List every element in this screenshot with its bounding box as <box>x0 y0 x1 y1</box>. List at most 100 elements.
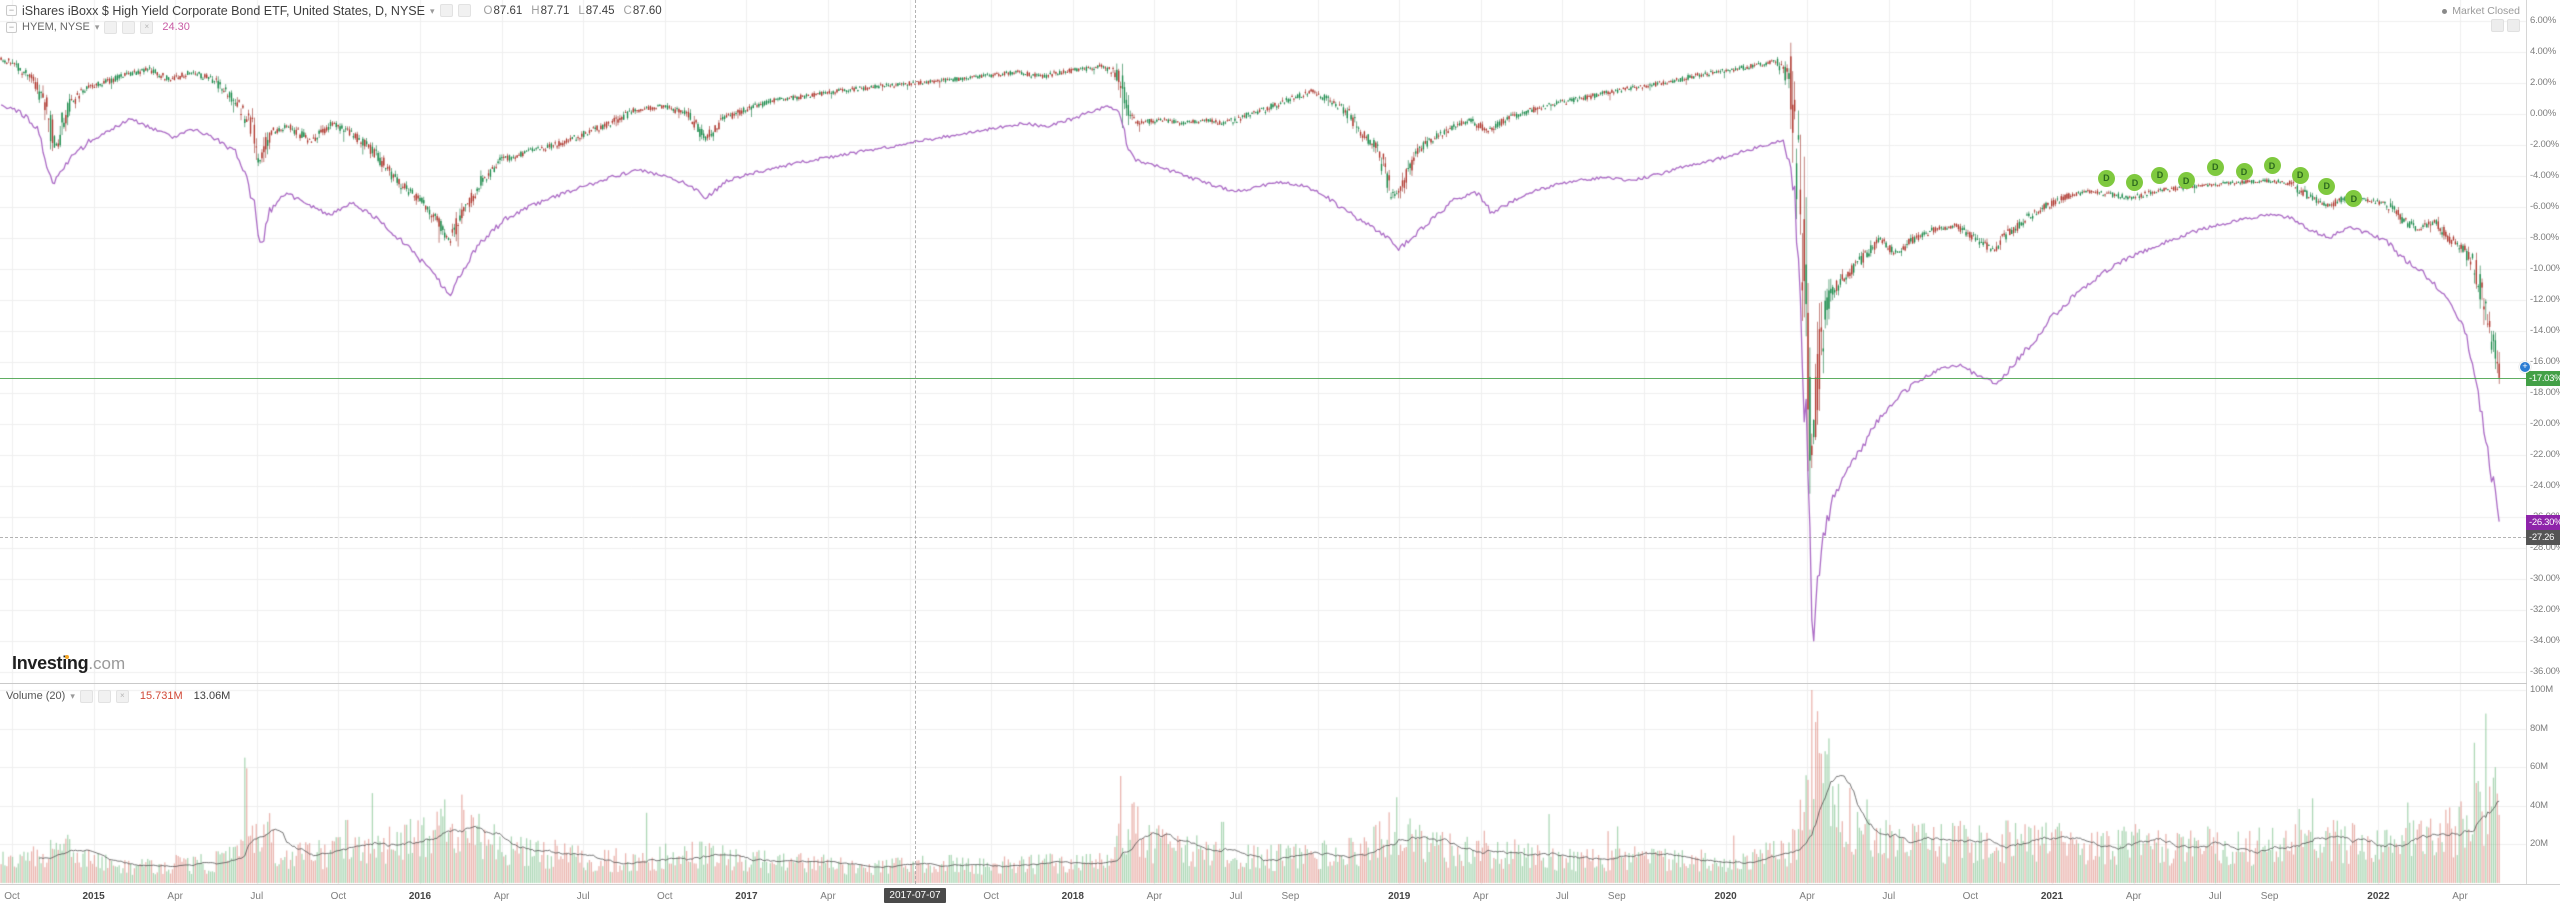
date-tick-month-label: Apr <box>1146 891 1163 902</box>
legend-hide-icon[interactable] <box>457 4 471 17</box>
dividend-marker[interactable]: D <box>2318 177 2336 195</box>
date-tick-year-label: 2022 <box>2367 891 2390 902</box>
market-status: Market Closed <box>2442 5 2520 17</box>
low-value: 87.45 <box>585 4 615 17</box>
price-tick-label: 6.00% <box>2530 15 2556 26</box>
price-axis-border <box>2526 0 2527 909</box>
open-value: 87.61 <box>493 4 523 17</box>
date-tick-month-label: Jul <box>2208 891 2222 902</box>
date-tick-year-label: 2016 <box>408 891 432 902</box>
volume-close-icon[interactable]: × <box>115 689 129 703</box>
date-tick-year-label: 2018 <box>1061 891 1084 902</box>
pane-separator[interactable] <box>0 683 2560 684</box>
dividend-marker[interactable]: D <box>2291 166 2309 184</box>
volume-tick-label: 100M <box>2530 684 2553 695</box>
volume-caret-icon[interactable]: ▾ <box>70 691 75 701</box>
collapse-legend-icon[interactable]: − <box>6 5 17 16</box>
legend-settings-icon[interactable] <box>439 4 453 17</box>
dividend-marker[interactable]: D <box>2126 174 2144 192</box>
comparison-legend: − HYEM, NYSE ▾ × 24.30 <box>6 20 190 34</box>
comparison-settings-icon[interactable] <box>104 20 118 34</box>
date-tick-year-label: 2020 <box>1714 891 1737 902</box>
volume-hide-icon[interactable] <box>97 689 111 703</box>
date-tick-month-label: Sep <box>1281 891 1300 902</box>
watermark-orange-dot-icon <box>65 655 69 659</box>
comparison-collapse-icon[interactable]: − <box>6 21 17 33</box>
date-tick-month-label: Oct <box>4 891 20 902</box>
price-axis[interactable]: 6.00% 4.00% 2.00% 0.00% -2.00% -4.00% -6.00% -8… <box>2527 0 2560 884</box>
date-tick-month-label: Apr <box>1473 891 1489 902</box>
volume-last-value: 13.06M <box>193 690 231 702</box>
dividend-marker[interactable]: D <box>2263 157 2281 175</box>
price-tick-label: -20.00% <box>2530 418 2560 429</box>
price-tick-label: -10.00% <box>2530 263 2560 274</box>
date-tick-month-label: Jul <box>576 891 590 902</box>
price-tick-label: -2.00% <box>2530 139 2559 150</box>
ohlc-readout: O 87.61 H 87.71 L 87.45 C 87.60 <box>484 5 662 17</box>
comparison-close-icon[interactable]: × <box>140 20 154 34</box>
dividend-marker[interactable]: D <box>2206 158 2224 176</box>
volume-tick-label: 60M <box>2530 761 2548 773</box>
market-status-label: Market Closed <box>2452 5 2520 17</box>
price-tick-label: -6.00% <box>2530 201 2559 212</box>
date-tick-month-label: Sep <box>1607 891 1626 902</box>
volume-tick-label: 20M <box>2530 838 2548 850</box>
date-tick-month-label: Apr <box>167 891 183 902</box>
price-tick-label: -8.00% <box>2530 232 2559 243</box>
date-tick-month-label: Apr <box>493 891 510 902</box>
dividend-marker[interactable]: D <box>2177 172 2195 190</box>
date-tick-month-label: Oct <box>657 891 673 902</box>
chart-corner-toolbar <box>2491 19 2520 32</box>
date-tick-year-label: 2015 <box>82 891 105 902</box>
crosshair-price-badge: -27.26 <box>2526 530 2560 545</box>
volume-tick-label: 80M <box>2530 722 2548 734</box>
date-axis[interactable]: Oct 2015 Apr Jul Oct 2016 Apr Jul Oct 2017 Apr Oct 2… <box>0 884 2560 909</box>
date-tick-month-label: Apr <box>2452 891 2468 902</box>
crosshair-horizontal-line <box>0 537 2526 538</box>
price-tick-label: -12.00% <box>2530 294 2560 305</box>
symbol-title: iShares iBoxx $ High Yield Corporate Bon… <box>22 3 425 18</box>
date-tick-month-label: Apr <box>1799 891 1815 902</box>
market-status-dot-icon <box>2442 8 2448 14</box>
dividend-marker[interactable]: D <box>2235 163 2253 181</box>
date-tick-month-label: Apr <box>820 891 836 902</box>
price-tick-label: 2.00% <box>2530 77 2556 88</box>
date-tick-month-label: Oct <box>330 891 347 902</box>
comparison-hide-icon[interactable] <box>122 20 136 34</box>
dividend-marker[interactable]: D <box>2151 166 2169 184</box>
price-tick-label: -4.00% <box>2530 170 2559 181</box>
screenshot-icon[interactable] <box>2491 19 2504 32</box>
price-tick-label: -16.00% <box>2530 356 2560 367</box>
watermark-brand: Investing <box>12 653 89 673</box>
dividend-marker[interactable]: D <box>2345 190 2363 208</box>
fullscreen-icon[interactable] <box>2507 19 2520 32</box>
price-tick-label: -18.00% <box>2530 387 2560 398</box>
price-tick-label: -24.00% <box>2530 480 2560 491</box>
date-tick-year-label: 2019 <box>1388 891 1411 902</box>
date-tick-month-label: Oct <box>983 891 999 902</box>
volume-ma-value: 15.731M <box>139 690 183 702</box>
date-tick-month-label: Jul <box>1555 891 1569 902</box>
price-tick-label: -30.00% <box>2530 573 2560 584</box>
price-tick-label: -28.00% <box>2530 542 2560 553</box>
low-label: L <box>578 4 585 17</box>
last-price-badge: -17.03% <box>2526 371 2560 386</box>
watermark-tld: .com <box>88 654 126 673</box>
date-tick-month-label: Oct <box>1962 891 1979 902</box>
comparison-caret-icon[interactable]: ▾ <box>94 22 100 32</box>
symbol-dropdown-caret-icon[interactable]: ▾ <box>429 5 435 16</box>
last-price-line <box>0 378 2526 379</box>
crosshair-date-badge: 2017-07-07 <box>884 888 946 903</box>
comparison-symbol: HYEM, NYSE <box>22 21 90 33</box>
high-value: 87.71 <box>540 4 570 17</box>
price-tick-label: 4.00% <box>2530 46 2556 57</box>
price-alert-plus-icon[interactable]: + <box>2519 360 2531 373</box>
volume-label: Volume (20) <box>6 690 66 702</box>
comparison-value: 24.30 <box>162 21 190 33</box>
date-tick-month-label: Jul <box>1229 891 1243 902</box>
volume-settings-icon[interactable] <box>79 689 93 703</box>
dividend-marker[interactable]: D <box>2097 169 2115 187</box>
price-tick-label: -14.00% <box>2530 325 2560 336</box>
